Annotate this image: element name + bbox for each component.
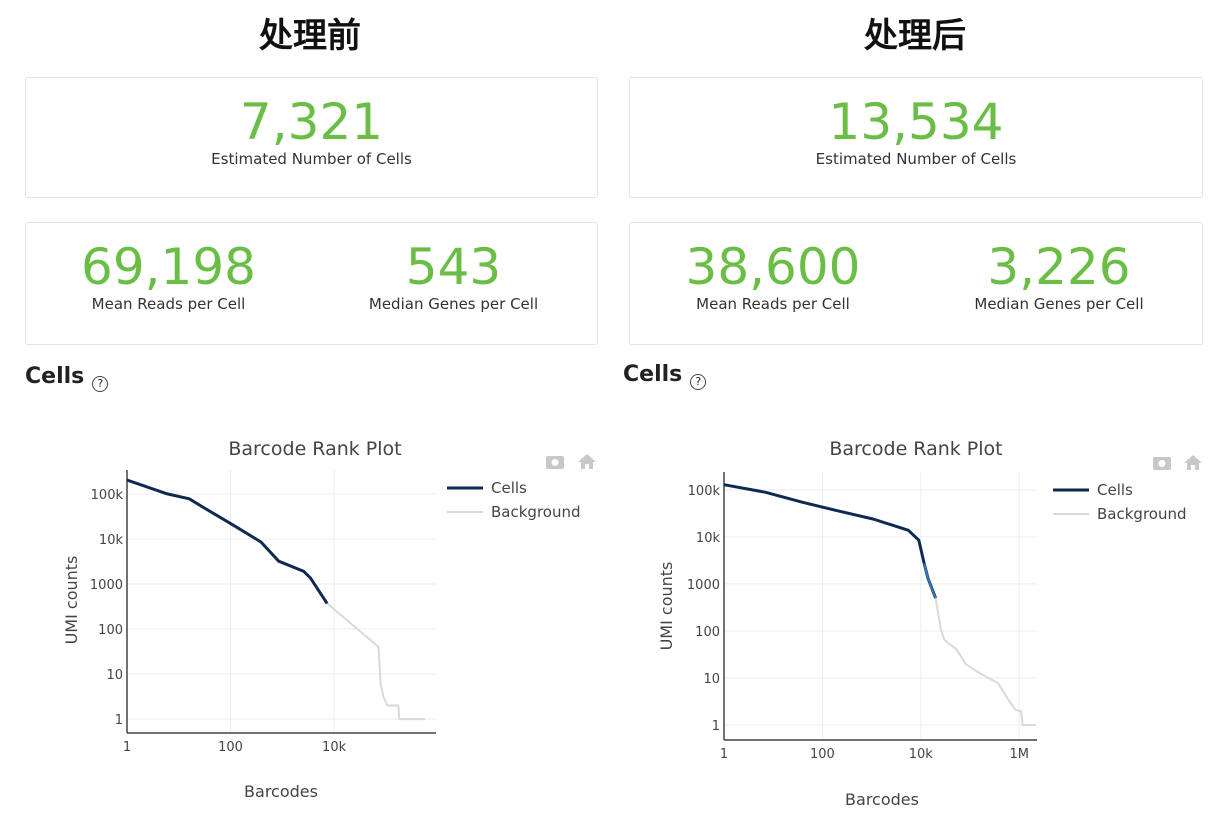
- y-tick-label: 1: [115, 713, 123, 728]
- camera-icon-lens: [1158, 460, 1166, 467]
- cells-card-after: 13,534 Estimated Number of Cells: [629, 77, 1203, 198]
- reads-genes-card-before: 69,198 Mean Reads per Cell 543 Median Ge…: [25, 222, 598, 345]
- series-line-background: [326, 602, 426, 721]
- metric-value: 38,600: [685, 238, 861, 296]
- y-tick-label: 1000: [687, 578, 720, 593]
- x-axis-label: Barcodes: [845, 790, 919, 809]
- section-title: Cells: [25, 364, 85, 389]
- legend-label[interactable]: Background: [1097, 505, 1187, 523]
- y-tick-label: 10: [106, 668, 123, 683]
- metric-value: 543: [405, 238, 502, 296]
- median-genes-metric: 3,226 Median Genes per Cell: [916, 241, 1202, 313]
- chart-title: Barcode Rank Plot: [829, 438, 1002, 460]
- metric-label: Estimated Number of Cells: [211, 150, 412, 168]
- legend-label[interactable]: Cells: [1097, 481, 1133, 499]
- help-icon[interactable]: ?: [690, 374, 707, 390]
- panel-heading-before: 处理前: [259, 16, 361, 56]
- panel-heading-after: 处理后: [864, 16, 966, 56]
- estimated-cells-metric: 13,534 Estimated Number of Cells: [630, 96, 1202, 168]
- x-tick-label: 1M: [1009, 747, 1029, 762]
- section-heading-cells: Cells?: [623, 362, 707, 390]
- x-tick-label: 100: [810, 747, 835, 762]
- legend-label[interactable]: Cells: [491, 479, 527, 497]
- y-axis-label: UMI counts: [62, 556, 81, 645]
- x-tick-label: 10k: [909, 747, 934, 762]
- metric-label: Mean Reads per Cell: [91, 295, 246, 313]
- metric-value: 7,321: [239, 93, 384, 151]
- metric-label: Mean Reads per Cell: [696, 295, 850, 313]
- reads-genes-card-after: 38,600 Mean Reads per Cell 3,226 Median …: [629, 222, 1203, 345]
- section-title: Cells: [623, 362, 683, 387]
- estimated-cells-metric: 7,321 Estimated Number of Cells: [26, 96, 597, 168]
- metric-label: Median Genes per Cell: [974, 295, 1144, 313]
- x-tick-label: 100: [218, 740, 243, 755]
- home-icon[interactable]: [578, 454, 596, 469]
- cells-card-before: 7,321 Estimated Number of Cells: [25, 77, 598, 198]
- metric-value: 69,198: [81, 238, 256, 296]
- x-tick-label: 1: [123, 740, 131, 755]
- home-icon[interactable]: [1184, 455, 1202, 470]
- y-tick-label: 10k: [696, 531, 721, 546]
- legend-label[interactable]: Background: [491, 503, 581, 521]
- series-line-cells: [126, 478, 329, 605]
- median-genes-metric: 543 Median Genes per Cell: [311, 241, 596, 313]
- x-tick-label: 1: [720, 747, 728, 762]
- mean-reads-metric: 69,198 Mean Reads per Cell: [26, 241, 311, 313]
- metric-value: 13,534: [828, 93, 1004, 151]
- metric-label: Estimated Number of Cells: [815, 150, 1017, 168]
- series-highlight-segment: [923, 563, 937, 599]
- mean-reads-metric: 38,600 Mean Reads per Cell: [630, 241, 916, 313]
- y-tick-label: 100k: [91, 488, 124, 503]
- y-tick-label: 10: [703, 672, 720, 687]
- camera-icon-lens: [551, 459, 559, 466]
- section-heading-cells: Cells?: [25, 364, 109, 392]
- y-tick-label: 1: [712, 719, 720, 734]
- y-tick-label: 100: [98, 623, 123, 638]
- x-tick-label: 10k: [322, 740, 347, 755]
- y-tick-label: 100: [695, 625, 720, 640]
- series-line-background: [934, 597, 1036, 726]
- metric-label: Median Genes per Cell: [368, 295, 539, 313]
- x-axis-label: Barcodes: [244, 782, 318, 801]
- y-axis-label: UMI counts: [657, 562, 676, 651]
- metric-value: 3,226: [987, 238, 1131, 296]
- y-tick-label: 1000: [90, 578, 123, 593]
- chart-title: Barcode Rank Plot: [228, 438, 401, 460]
- help-icon[interactable]: ?: [92, 376, 109, 392]
- series-line-cells: [723, 483, 938, 599]
- y-tick-label: 10k: [99, 533, 124, 548]
- y-tick-label: 100k: [688, 484, 721, 499]
